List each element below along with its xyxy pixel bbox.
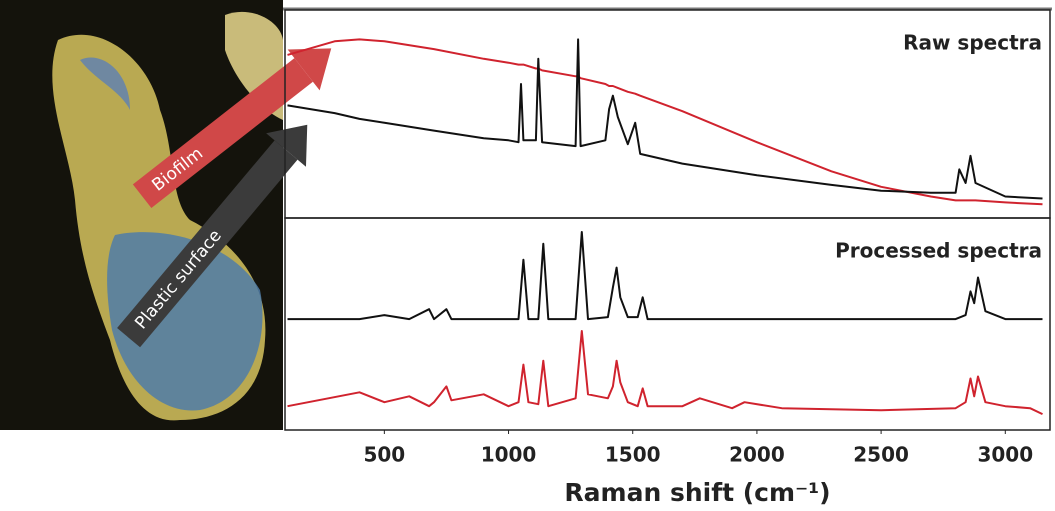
spectrum-line (287, 38, 1043, 206)
panel-frame (284, 217, 1051, 431)
photo: Biofilm Plastic surface (0, 0, 332, 430)
plastic-region (107, 232, 263, 411)
panel-title: Raw spectra (903, 31, 1042, 55)
x-tick-label: 2500 (853, 443, 909, 467)
plastic-patch (80, 57, 130, 110)
arrow-head (266, 124, 308, 167)
x-tick-label: 1500 (605, 443, 661, 467)
x-tick-label: 500 (363, 443, 405, 467)
spectrum-line (287, 330, 1043, 416)
x-tick-label: 1000 (481, 443, 537, 467)
panel-title: Processed spectra (835, 239, 1042, 263)
arrow-body (132, 58, 313, 208)
arrow-head (287, 48, 332, 91)
spectrum-line (287, 231, 1043, 321)
x-tick-label: 2000 (729, 443, 785, 467)
arrow-body (117, 140, 298, 348)
x-tick-label: 3000 (977, 443, 1033, 467)
x-axis-label: Raman shift (cm⁻¹) (564, 478, 830, 507)
spectrum-line (287, 38, 1043, 200)
